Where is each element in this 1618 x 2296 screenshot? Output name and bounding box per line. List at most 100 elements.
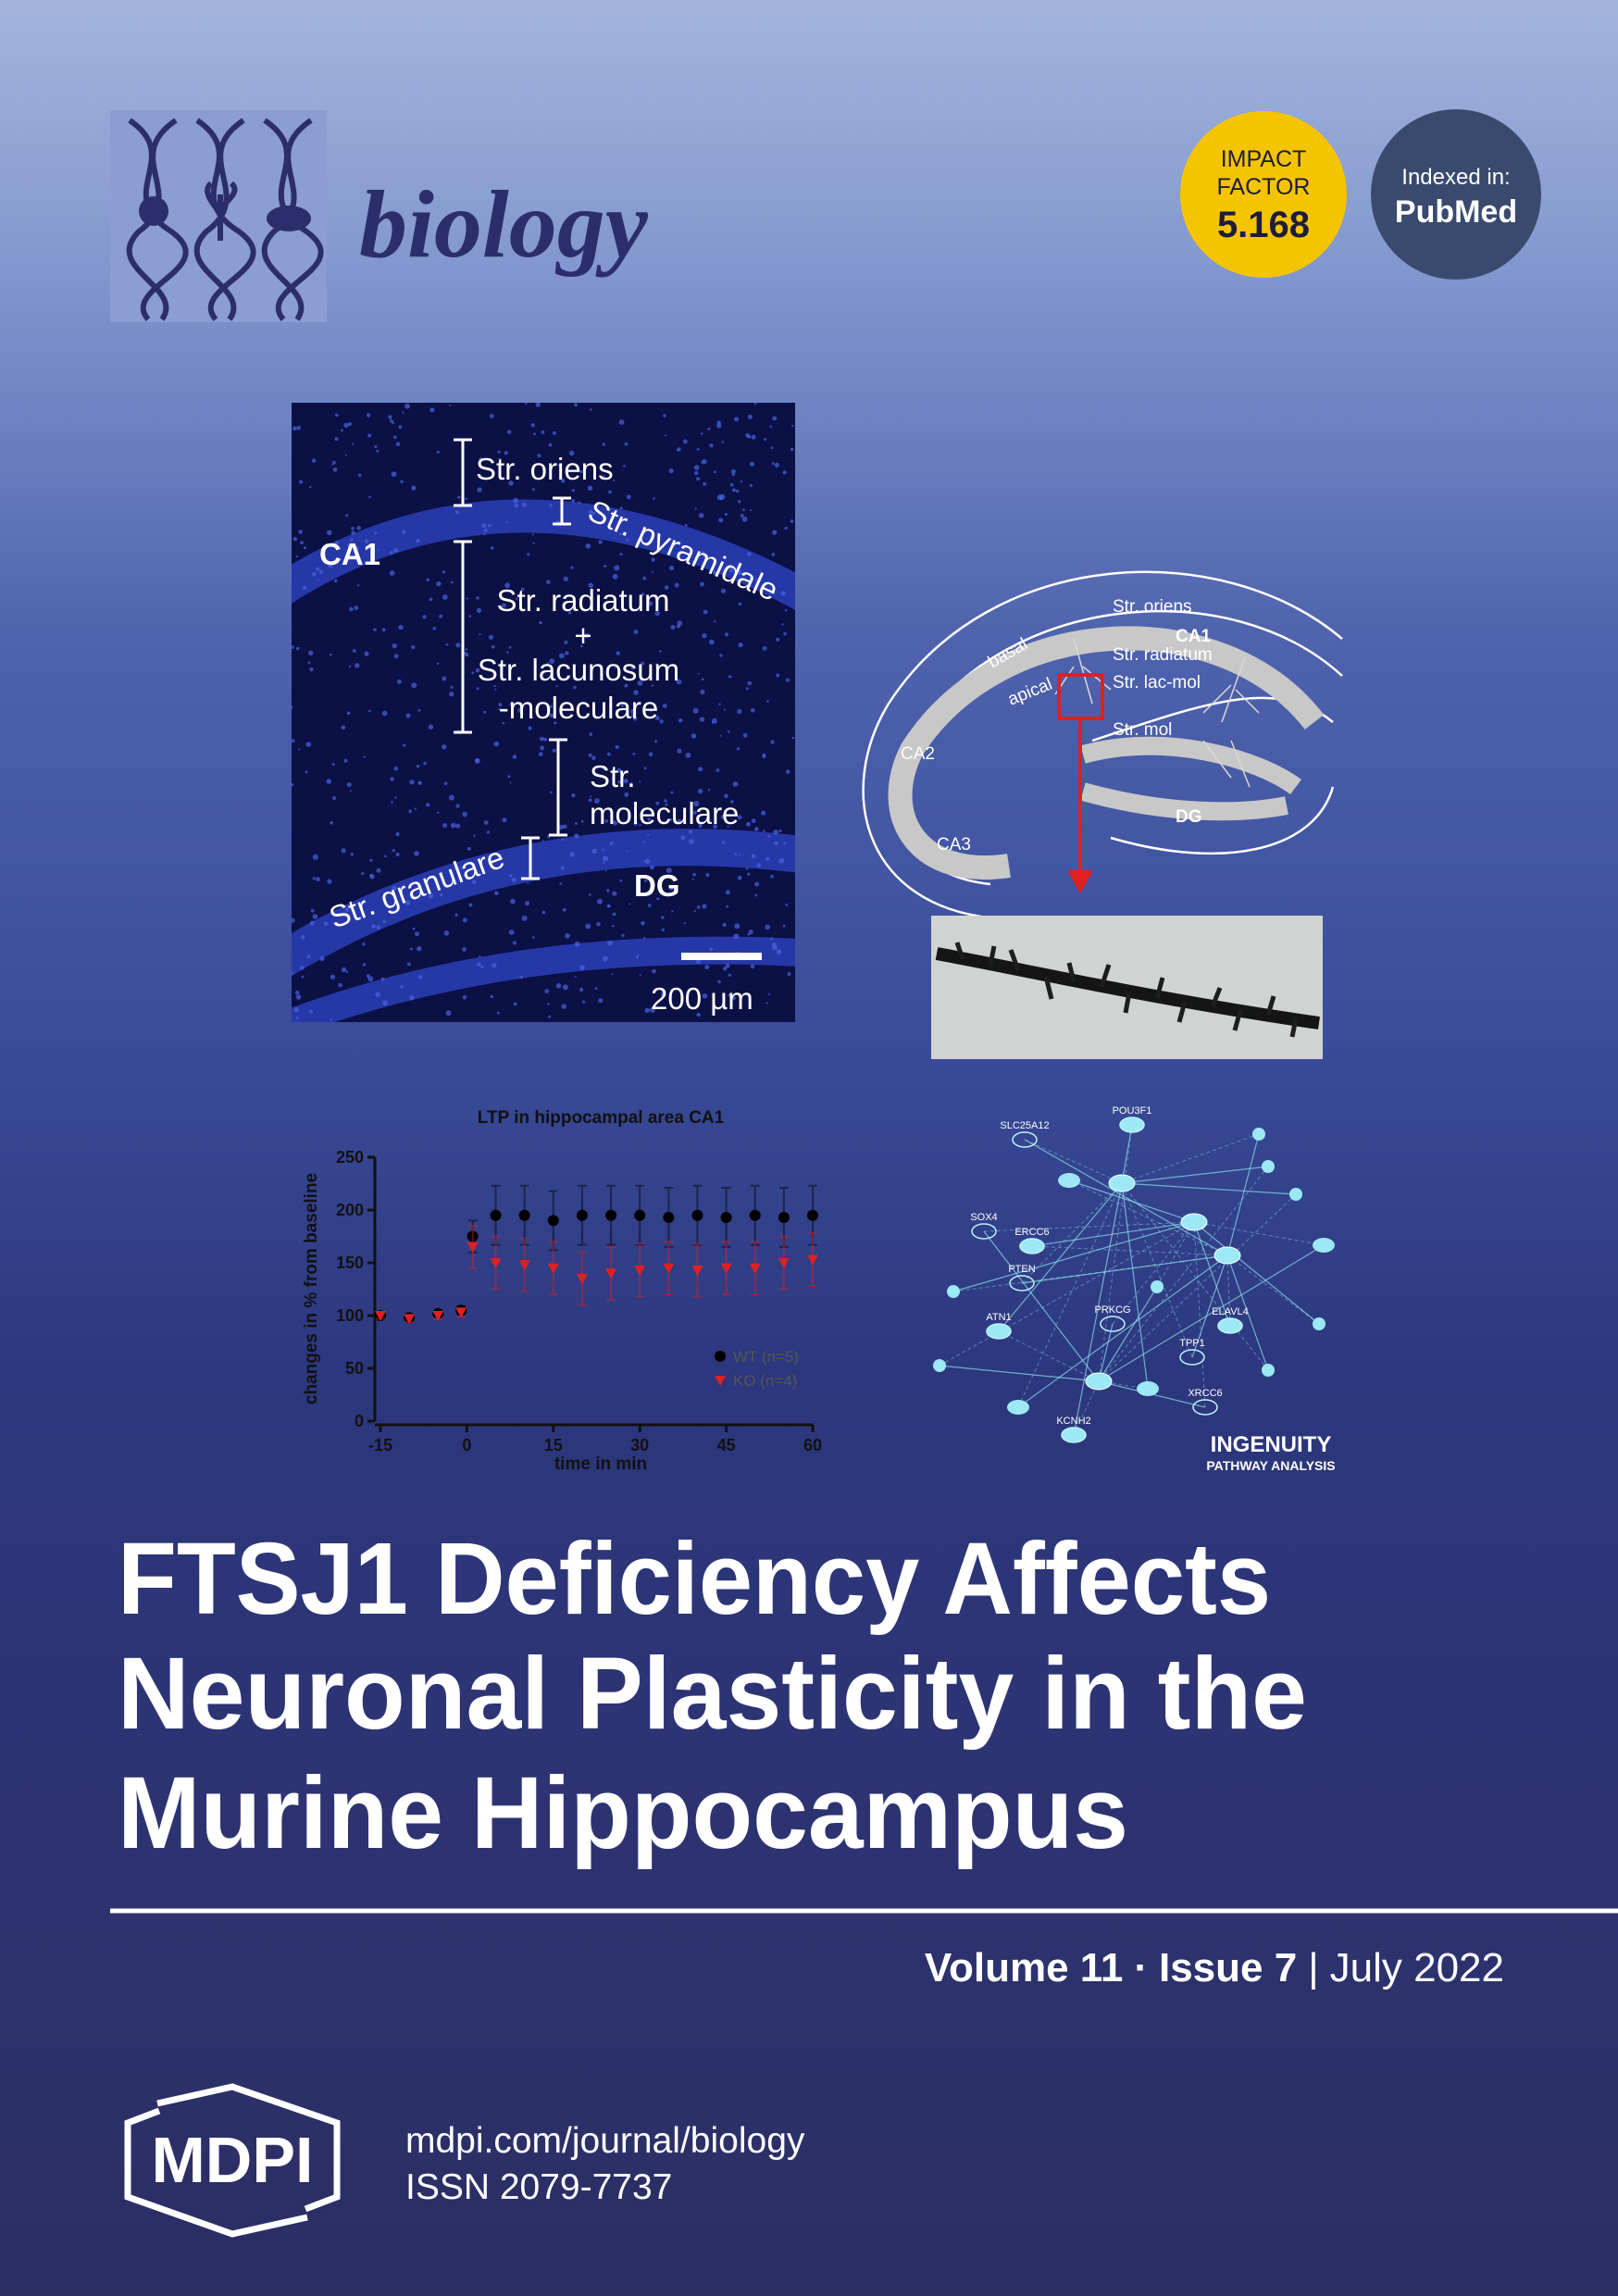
nucleus [785,678,790,682]
nucleus [521,915,528,921]
nucleus [737,569,742,575]
impact-badge [1180,111,1347,278]
nucleus [442,676,447,681]
nucleus [327,879,332,884]
nucleus [619,532,622,536]
nucleus [475,668,480,673]
nucleus [465,648,468,651]
nucleus [493,741,500,747]
nucleus [661,928,666,931]
nucleus [607,940,613,946]
nucleus [394,796,397,799]
nucleus [591,511,596,516]
nucleus [309,667,314,672]
nucleus [350,538,354,542]
nucleus [468,903,473,907]
nucleus [404,900,411,906]
nucleus [440,893,443,897]
nucleus [699,717,705,722]
x-tick-label: 60 [803,1436,822,1454]
nucleus [604,819,608,823]
nucleus [621,933,625,938]
nucleus [692,810,697,815]
data-point [749,1263,761,1274]
nucleus [295,646,300,651]
nucleus [691,878,694,880]
nucleus [574,833,579,839]
nucleus [509,874,513,878]
nucleus [374,531,378,535]
nucleus [784,608,788,612]
nucleus [770,740,775,744]
nucleus [656,897,660,901]
legend-label: KO (n=4) [733,1372,797,1390]
nucleus [377,549,380,552]
nucleus [701,461,703,464]
nucleus [508,930,515,935]
nucleus [737,708,742,715]
nucleus [312,914,318,919]
nucleus [666,867,672,874]
nucleus [308,650,314,655]
nucleus [344,907,350,913]
nucleus [373,628,377,631]
nucleus [670,625,676,630]
nucleus [612,924,615,928]
y-axis-label: changes in % from baseline [302,1173,321,1404]
nucleus [414,807,417,810]
data-point [778,1258,790,1268]
nucleus [696,905,701,909]
nucleus [395,442,401,447]
nucleus [702,993,708,999]
nucleus [725,963,730,968]
nucleus [367,433,372,438]
nucleus [527,881,529,884]
nucleus [541,840,544,842]
nucleus [626,850,629,853]
nucleus [569,852,575,857]
nucleus [395,852,400,857]
nucleus [588,798,592,803]
network-node [1313,1317,1326,1330]
nucleus [771,462,775,466]
nucleus [629,782,633,786]
nucleus [716,420,721,425]
nucleus [349,606,354,612]
nucleus [588,509,593,515]
nucleus [602,443,605,446]
nucleus [498,457,502,461]
nucleus [655,663,658,667]
nucleus [677,748,682,754]
y-tick-label: 200 [336,1201,364,1219]
nucleus [454,866,460,871]
nucleus [498,703,503,707]
network-edge [939,1221,1195,1366]
nucleus [330,653,332,656]
nucleus [411,682,417,689]
nucleus [705,872,710,878]
publisher-logo: MDPI [124,2083,341,2238]
network-node [1012,1131,1038,1148]
micro-label: + [574,618,591,653]
nucleus [696,477,701,481]
nucleus [506,651,509,654]
nucleus [644,542,650,547]
nucleus [292,536,298,542]
data-point [691,1265,703,1276]
data-point [634,1265,646,1276]
nucleus [546,662,550,666]
nucleus [701,678,704,680]
diagram-label: Str. oriens [1113,597,1192,617]
nucleus [505,520,508,523]
nucleus [388,415,392,419]
nucleus [769,425,772,429]
nucleus [749,483,753,488]
nucleus [721,441,725,443]
node-label: ATN1 [986,1312,1011,1323]
nucleus [318,569,323,575]
nucleus [353,546,359,552]
data-point [634,1209,646,1221]
nucleus [331,796,337,801]
nucleus [301,975,305,979]
nucleus [411,485,417,491]
